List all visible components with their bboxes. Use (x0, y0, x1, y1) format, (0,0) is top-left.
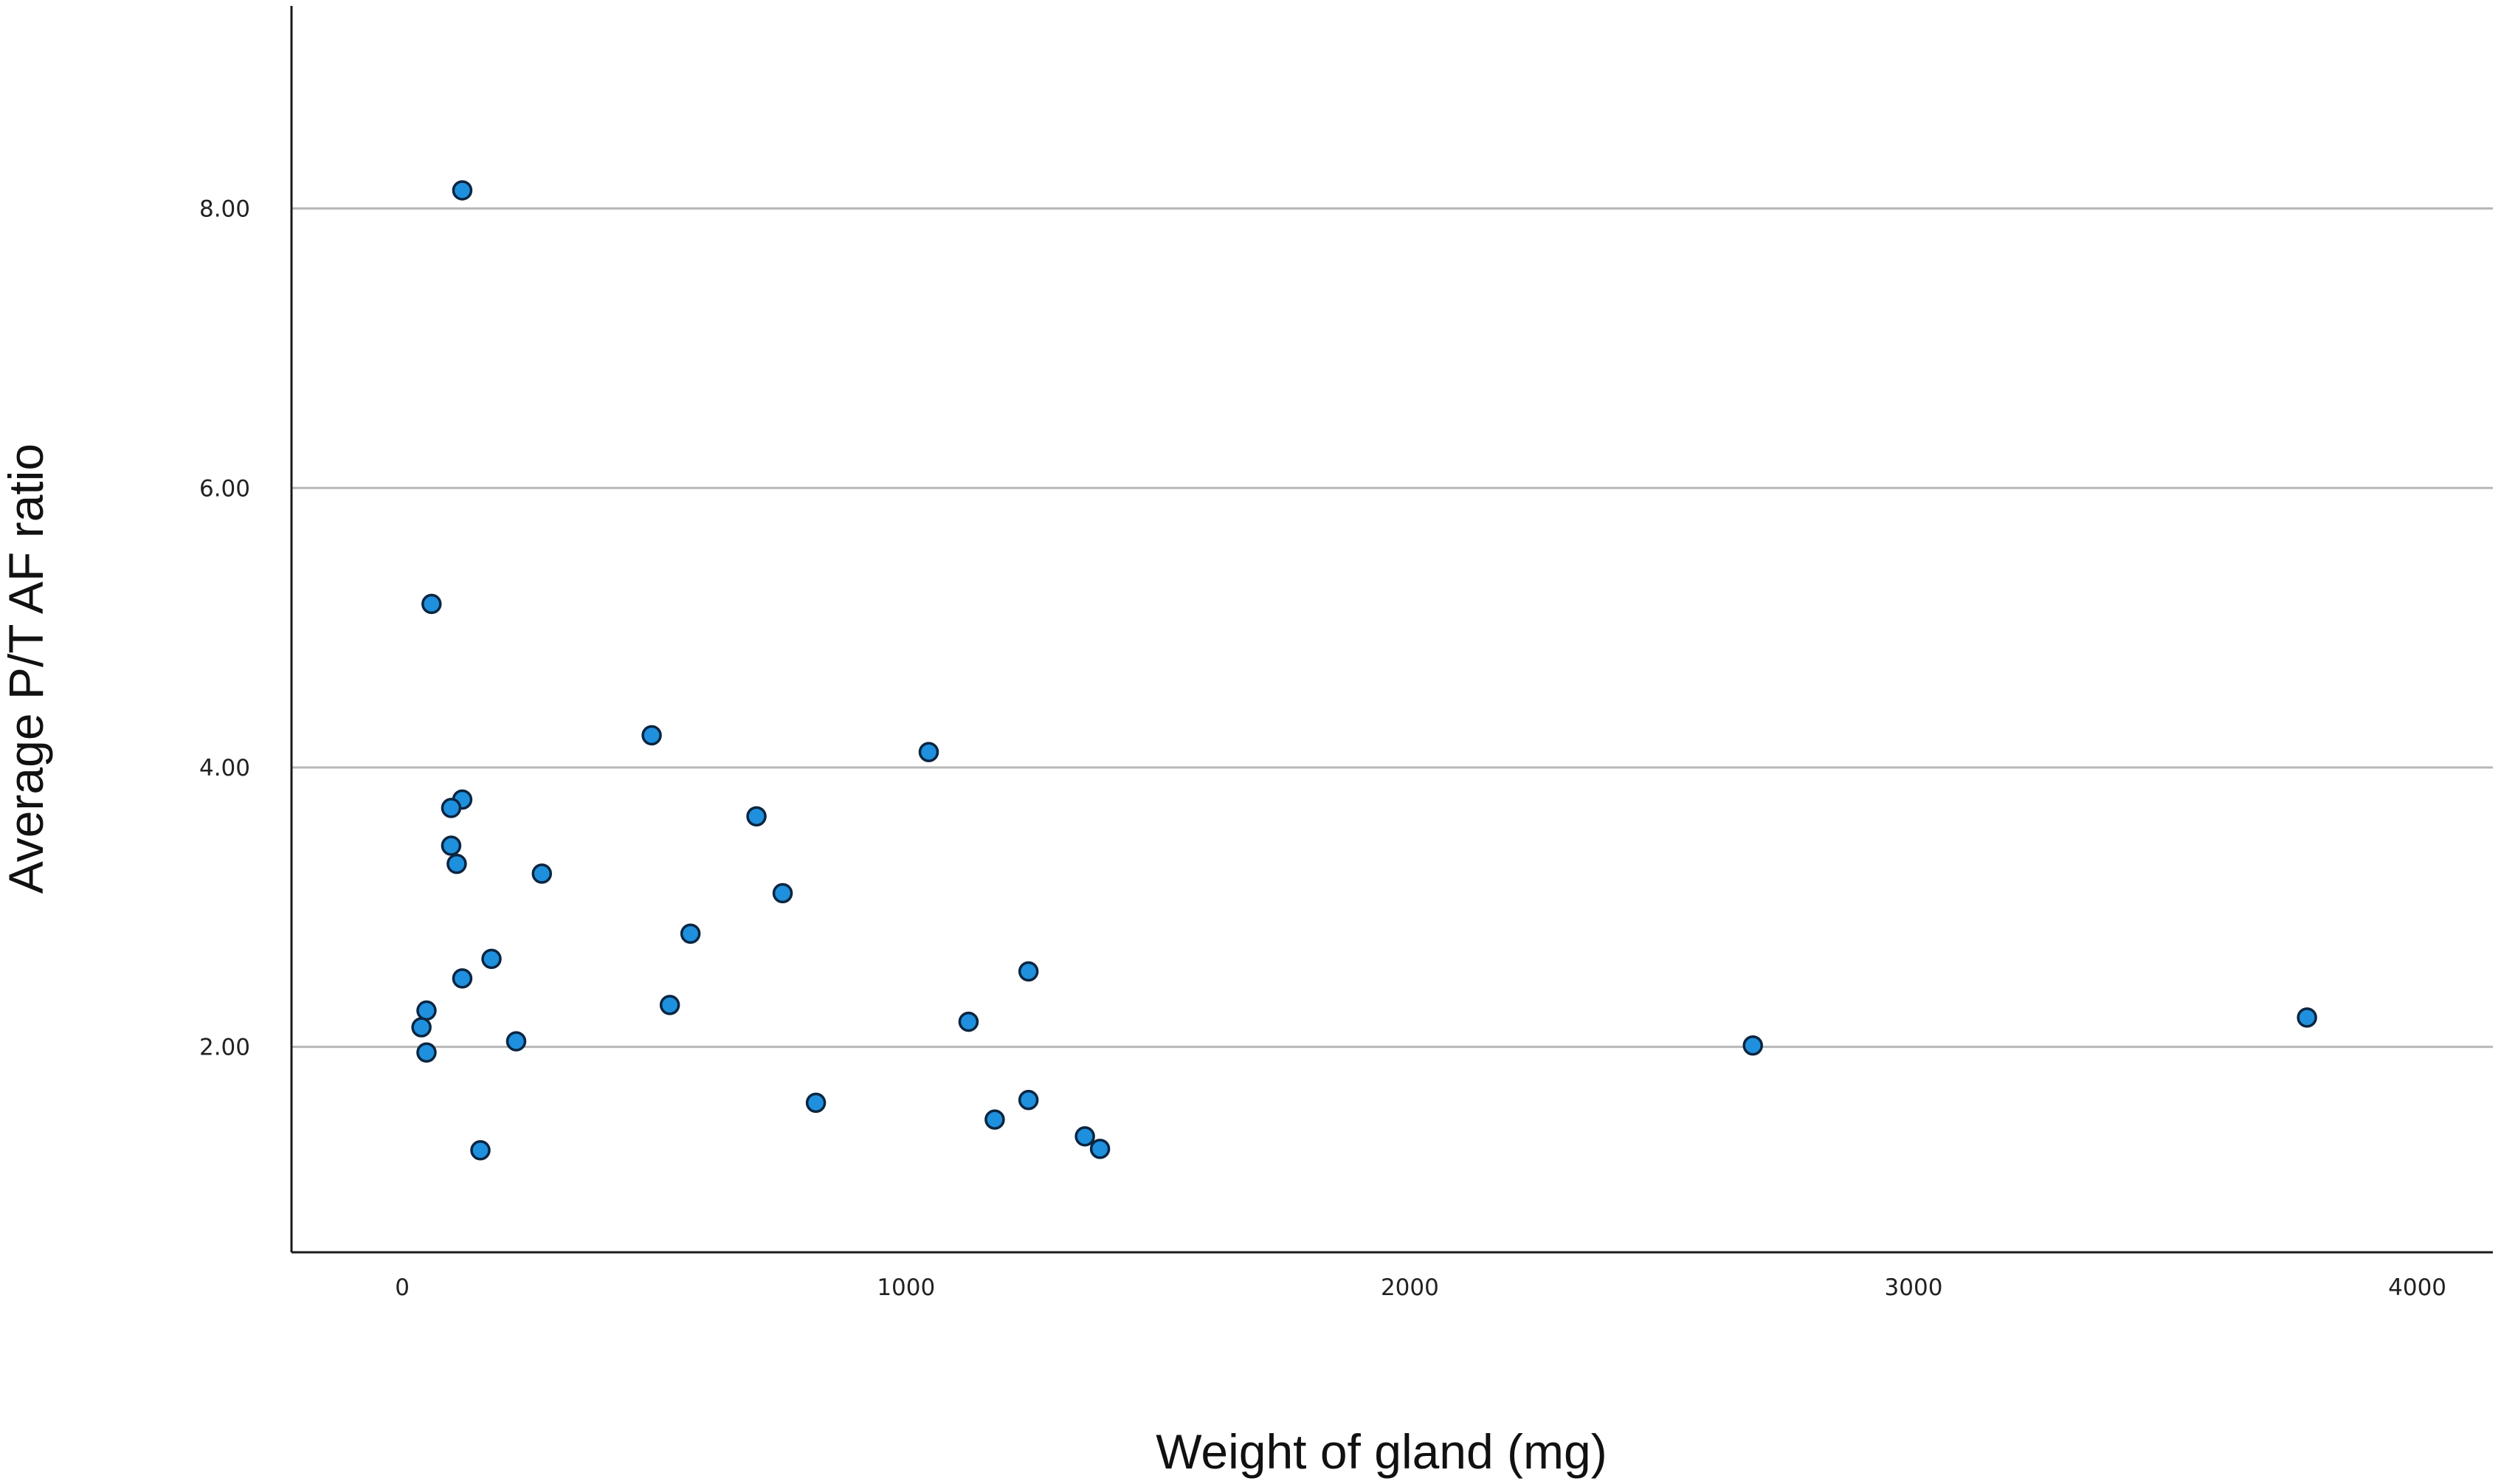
data-point (772, 883, 793, 904)
x-axis-title: Weight of gland (mg) (1156, 1424, 1607, 1479)
data-point (1018, 1089, 1039, 1111)
data-point (452, 180, 473, 201)
data-point (416, 1042, 437, 1063)
data-point (481, 948, 502, 970)
data-point (1742, 1035, 1763, 1056)
gridlines (292, 207, 2493, 1049)
data-point (446, 853, 467, 874)
y-tick-label: 8.00 (199, 196, 250, 223)
x-tick-labels: 0 1000 2000 3000 4000 (395, 1274, 2446, 1301)
x-tick-label: 0 (395, 1274, 410, 1301)
data-point (805, 1092, 827, 1114)
y-tick-labels: 2.00 4.00 6.00 8.00 (199, 196, 250, 1061)
data-point (1074, 1126, 1095, 1147)
x-tick-label: 1000 (877, 1274, 935, 1301)
data-points (411, 180, 2317, 1161)
x-tick-label: 3000 (1885, 1274, 1943, 1301)
y-axis-title: Average P/T AF ratio (0, 444, 53, 894)
x-tick-label: 2000 (1381, 1274, 1439, 1301)
data-point (470, 1140, 491, 1161)
data-point (441, 835, 462, 856)
data-point (531, 863, 553, 884)
data-point (1018, 961, 1039, 982)
data-point (2297, 1007, 2317, 1028)
y-tick-label: 4.00 (199, 755, 250, 781)
data-point (958, 1011, 979, 1032)
data-point (680, 923, 701, 945)
y-tick-label: 6.00 (199, 475, 250, 502)
data-point (506, 1031, 527, 1052)
y-tick-label: 2.00 (199, 1035, 250, 1061)
data-point (452, 968, 473, 989)
x-tick-label: 4000 (2388, 1274, 2446, 1301)
data-point (641, 725, 662, 746)
data-point (659, 995, 680, 1015)
data-point (918, 742, 939, 762)
data-point (421, 593, 442, 615)
data-point (411, 1017, 432, 1038)
data-point (441, 798, 462, 818)
data-point (416, 1000, 437, 1021)
data-point (746, 806, 767, 826)
data-point (984, 1109, 1005, 1130)
data-point (1089, 1139, 1111, 1159)
